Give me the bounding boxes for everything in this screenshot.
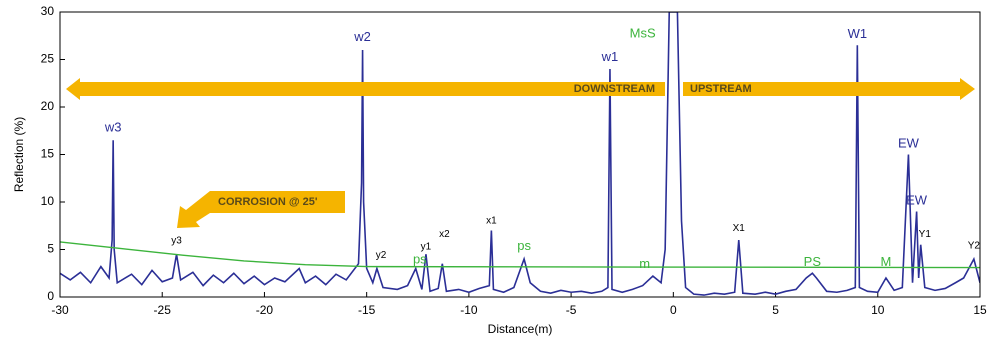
data-line [60,241,980,269]
downstream-arrow [66,78,665,100]
x-tick-label: 10 [871,303,885,317]
y-axis-label: Reflection (%) [12,117,26,192]
annotation: W1 [848,26,868,41]
x-tick-label: -5 [566,303,577,317]
x-tick-label: -30 [51,303,69,317]
annotation: Y2 [968,240,981,251]
annotation: y3 [171,236,182,247]
downstream-label: DOWNSTREAM [574,83,655,95]
annotation: w1 [601,49,619,64]
plot-frame [59,11,981,298]
annotation: M [881,254,892,269]
y-tick-label: 0 [47,289,54,303]
annotation: EW [898,135,920,150]
corrosion-arrow [177,191,345,228]
upstream-label: UPSTREAM [690,83,752,95]
direction-arrows: DOWNSTREAM UPSTREAM CORROSION @ 25' [66,78,975,228]
annotation: m [639,256,650,271]
annotation: y2 [376,250,387,261]
annotation: w3 [104,119,122,134]
y-tick-label: 25 [41,52,55,66]
annotation: Y1 [919,229,932,240]
annotation: x2 [439,229,450,240]
y-tick-label: 30 [41,4,55,18]
annotation: MsS [630,25,656,40]
corrosion-label: CORROSION @ 25' [218,196,318,208]
x-tick-label: -25 [154,303,172,317]
x-tick-label: -15 [358,303,376,317]
annotation: w2 [353,29,371,44]
annotation: X1 [733,223,746,234]
x-tick-label: 5 [772,303,779,317]
data-line [60,12,980,296]
annotation: x1 [486,216,497,227]
x-tick-label: -20 [256,303,274,317]
annotation: ps [517,238,531,253]
annotation: ps [413,251,427,266]
x-axis-label: Distance(m) [488,322,553,336]
y-tick-label: 15 [41,147,55,161]
annotation: PS [804,254,822,269]
x-tick-label: 15 [973,303,987,317]
upstream-arrow [683,78,975,100]
y-tick-label: 20 [41,99,55,113]
x-tick-label: -10 [460,303,478,317]
annotation: EW [906,192,928,207]
x-tick-label: 0 [670,303,677,317]
y-tick-label: 10 [41,194,55,208]
y-tick-label: 5 [47,242,54,256]
annotation: y1 [421,241,432,252]
